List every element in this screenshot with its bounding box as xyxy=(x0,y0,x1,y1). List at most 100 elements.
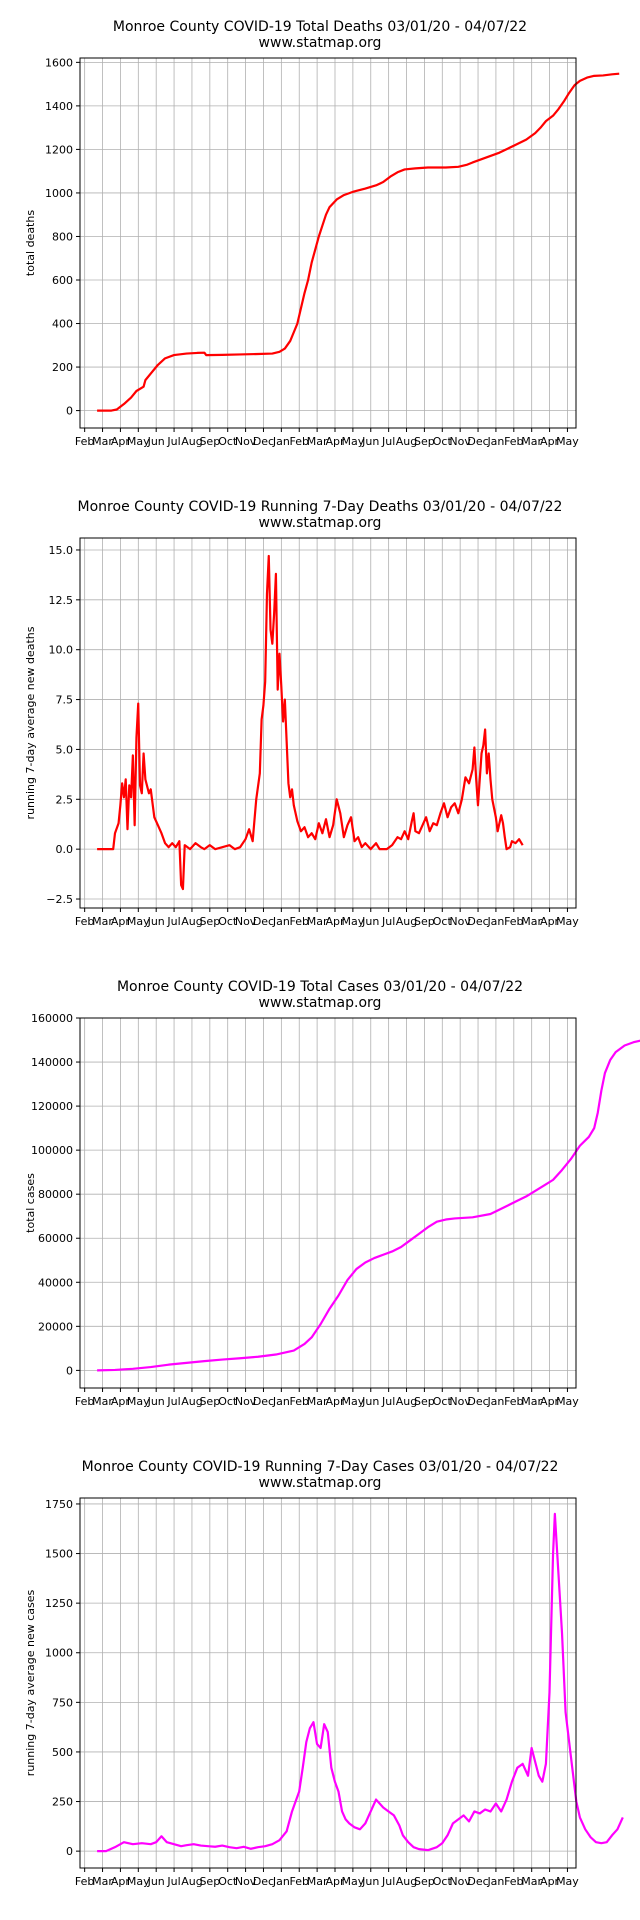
x-tick-label: Apr xyxy=(111,1875,131,1888)
x-tick-label: Oct xyxy=(433,1875,453,1888)
x-tick-label: Sep xyxy=(199,1395,220,1408)
x-tick-label: May xyxy=(556,915,579,928)
y-tick-label: 0 xyxy=(66,1364,73,1377)
chart-subtitle: www.statmap.org xyxy=(258,995,382,1011)
y-axis: 0 20000 40000 60000 80000 100000 120000 140000 1… xyxy=(31,1012,80,1377)
y-tick-label: 400 xyxy=(52,318,73,331)
y-tick-label: 15.0 xyxy=(49,544,74,557)
x-tick-label: Jul xyxy=(166,915,180,928)
x-tick-label: Apr xyxy=(540,1395,560,1408)
grid xyxy=(80,538,576,908)
x-tick-label: Apr xyxy=(325,915,345,928)
chart-subtitle: www.statmap.org xyxy=(258,515,382,531)
x-tick-label: Feb xyxy=(289,915,308,928)
x-tick-label: Apr xyxy=(325,1395,345,1408)
chart-plot: 0 20000 40000 60000 80000 100000 120000 140000 1… xyxy=(24,1012,640,1408)
x-tick-label: Dec xyxy=(253,915,274,928)
x-tick-label: May xyxy=(342,1875,365,1888)
x-tick-label: Oct xyxy=(218,1395,238,1408)
x-tick-label: Jun xyxy=(147,915,165,928)
y-tick-label: 12.5 xyxy=(49,594,74,607)
x-tick-label: May xyxy=(127,915,150,928)
y-tick-label: 100000 xyxy=(31,1144,73,1157)
x-tick-label: Mar xyxy=(307,435,328,448)
chart-plot: −2.50.02.55.07.510.012.515.0FebMarAprMay… xyxy=(24,537,579,928)
x-tick-label: Oct xyxy=(433,915,453,928)
x-tick-label: Oct xyxy=(433,435,453,448)
y-tick-label: 1000 xyxy=(45,187,73,200)
x-tick-label: May xyxy=(127,1875,150,1888)
x-tick-label: Apr xyxy=(325,435,345,448)
x-tick-label: Aug xyxy=(181,1395,202,1408)
x-tick-label: Dec xyxy=(253,1875,274,1888)
x-tick-label: May xyxy=(127,1395,150,1408)
x-tick-label: Aug xyxy=(181,915,202,928)
x-tick-label: Aug xyxy=(396,1395,417,1408)
x-tick-label: Oct xyxy=(218,435,238,448)
x-tick-label: Nov xyxy=(235,915,257,928)
x-tick-label: Sep xyxy=(414,1875,435,1888)
y-tick-label: 1600 xyxy=(45,56,73,69)
x-tick-label: May xyxy=(556,1875,579,1888)
chart-subtitle: www.statmap.org xyxy=(258,35,382,51)
x-tick-label: Apr xyxy=(325,1875,345,1888)
x-tick-label: Nov xyxy=(449,435,471,448)
x-tick-label: Feb xyxy=(504,435,523,448)
y-tick-label: 1000 xyxy=(45,1647,73,1660)
x-tick-label: Mar xyxy=(307,1395,328,1408)
x-tick-label: Jan xyxy=(272,435,290,448)
y-axis: 0 250 500 750 1000 1250 1500 1750 xyxy=(45,1498,80,1858)
x-tick-label: Nov xyxy=(235,1875,257,1888)
chart-plot: 02004006008001000120014001600FebMarAprMa… xyxy=(24,56,620,448)
x-tick-label: Oct xyxy=(218,915,238,928)
x-tick-label: May xyxy=(342,435,365,448)
y-tick-label: −2.5 xyxy=(46,893,73,906)
x-tick-label: Feb xyxy=(75,915,94,928)
x-tick-label: May xyxy=(342,1395,365,1408)
y-tick-label: 250 xyxy=(52,1796,73,1809)
x-tick-label: Apr xyxy=(540,1875,560,1888)
x-tick-label: Dec xyxy=(467,1875,488,1888)
x-tick-label: Sep xyxy=(414,1395,435,1408)
x-tick-label: Jan xyxy=(272,1395,290,1408)
x-tick-label: Sep xyxy=(414,915,435,928)
y-axis: −2.5 0.0 2.5 5.0 7.5 10.0 12.5 15.0 xyxy=(46,544,80,906)
x-tick-label: Apr xyxy=(111,1395,131,1408)
x-tick-label: May xyxy=(556,1395,579,1408)
x-tick-label: Mar xyxy=(92,915,113,928)
y-tick-label: 1400 xyxy=(45,100,73,113)
x-tick-label: Feb xyxy=(289,1875,308,1888)
x-tick-label: Feb xyxy=(289,1395,308,1408)
x-tick-label: Jul xyxy=(166,1395,180,1408)
y-tick-label: 80000 xyxy=(38,1188,73,1201)
x-tick-label: Dec xyxy=(253,1395,274,1408)
x-tick-label: Jul xyxy=(381,915,395,928)
x-tick-label: May xyxy=(127,435,150,448)
y-tick-label: 800 xyxy=(52,230,73,243)
y-tick-label: 1250 xyxy=(45,1597,73,1610)
x-tick-label: Jul xyxy=(166,435,180,448)
chart-title: Monroe County COVID-19 Running 7-Day Dea… xyxy=(77,499,563,515)
x-tick-label: Mar xyxy=(521,1395,542,1408)
x-tick-label: Mar xyxy=(92,435,113,448)
y-tick-label: 160000 xyxy=(31,1012,73,1025)
x-tick-label: Jul xyxy=(381,1395,395,1408)
x-tick-label: Jun xyxy=(147,435,165,448)
x-tick-label: May xyxy=(556,435,579,448)
x-tick-label: Feb xyxy=(504,1395,523,1408)
grid xyxy=(80,1017,576,1388)
x-tick-label: Jul xyxy=(381,435,395,448)
x-tick-label: Dec xyxy=(253,435,274,448)
y-tick-label: 2.5 xyxy=(56,793,74,806)
y-tick-label: 0 xyxy=(66,405,73,418)
x-tick-label: Oct xyxy=(433,1395,453,1408)
x-tick-label: Aug xyxy=(181,1875,202,1888)
x-tick-label: Apr xyxy=(540,915,560,928)
plot-frame xyxy=(79,537,577,909)
x-tick-label: Nov xyxy=(235,435,257,448)
y-axis-label: running 7-day average new cases xyxy=(24,1590,37,1777)
x-tick-label: Aug xyxy=(181,435,202,448)
chart-title: Monroe County COVID-19 Total Deaths 03/0… xyxy=(112,19,528,35)
y-tick-label: 7.5 xyxy=(56,694,74,707)
